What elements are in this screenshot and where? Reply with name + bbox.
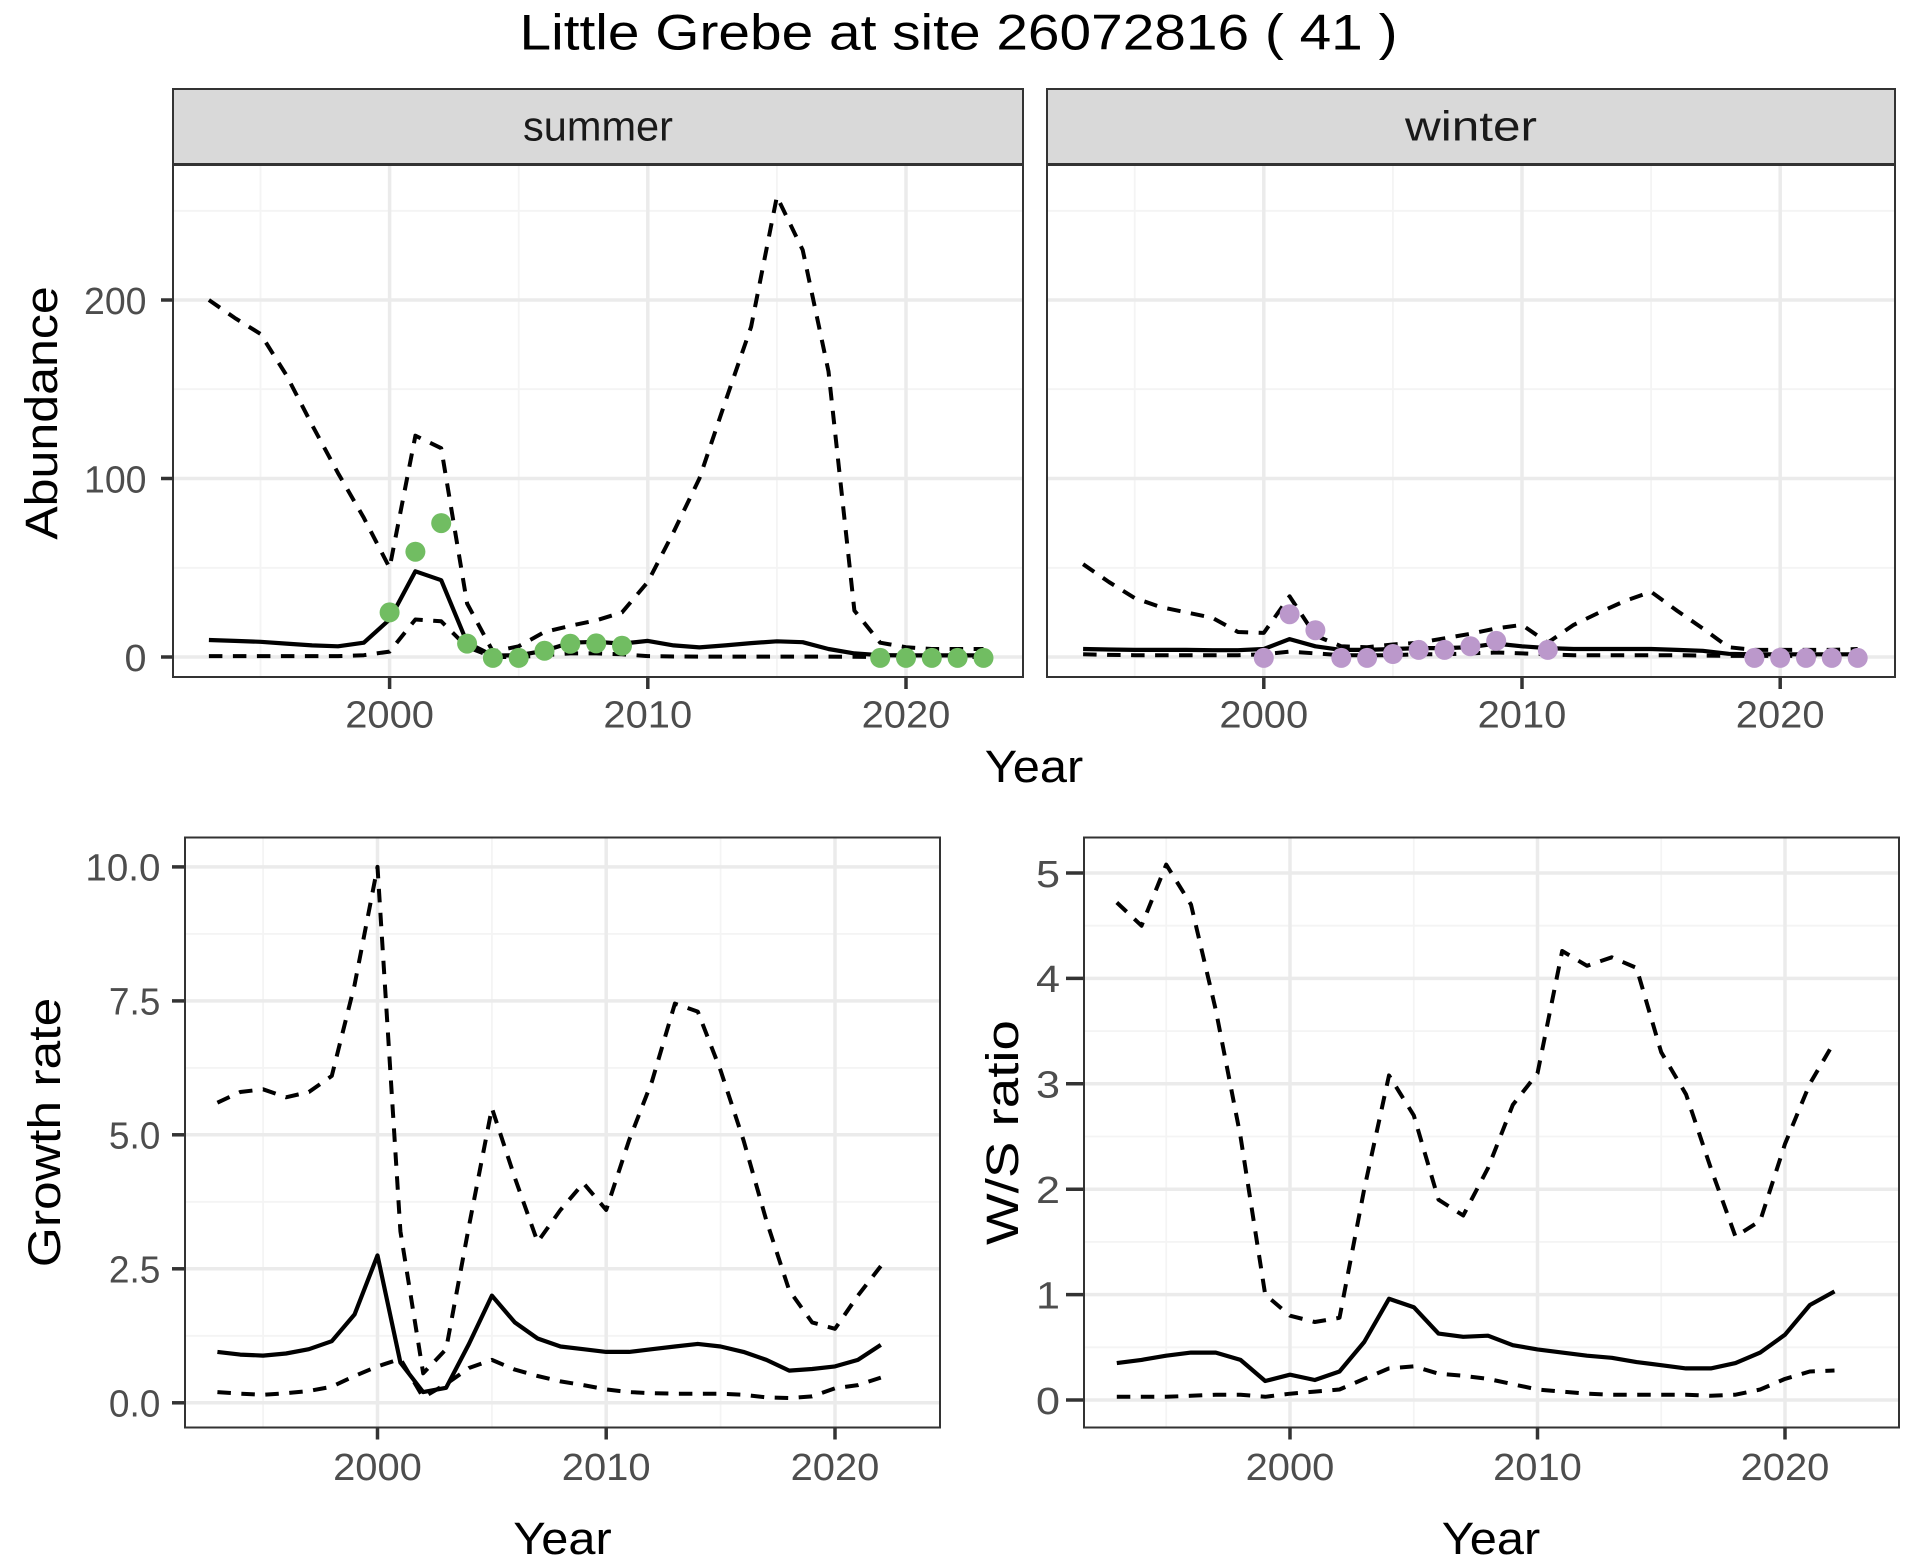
- svg-text:5.0: 5.0: [109, 1116, 161, 1158]
- svg-text:2000: 2000: [1246, 1447, 1335, 1489]
- svg-text:Year: Year: [1442, 1513, 1540, 1560]
- svg-text:2020: 2020: [1741, 1447, 1830, 1489]
- svg-text:Year: Year: [985, 741, 1083, 792]
- svg-text:Growth rate: Growth rate: [19, 998, 70, 1268]
- svg-text:2020: 2020: [791, 1447, 880, 1489]
- svg-text:2010: 2010: [1493, 1447, 1582, 1489]
- svg-text:1: 1: [1036, 1275, 1060, 1317]
- svg-text:100: 100: [84, 459, 147, 501]
- svg-text:200: 200: [84, 281, 147, 323]
- svg-text:2000: 2000: [1219, 695, 1308, 737]
- svg-text:2.5: 2.5: [109, 1250, 161, 1292]
- svg-text:4: 4: [1036, 959, 1060, 1001]
- svg-text:Abundance: Abundance: [16, 286, 67, 540]
- svg-text:W/S ratio: W/S ratio: [977, 1020, 1028, 1245]
- svg-text:2000: 2000: [345, 695, 434, 737]
- svg-text:winter: winter: [1404, 103, 1537, 150]
- svg-text:10.0: 10.0: [85, 848, 160, 890]
- svg-text:5: 5: [1036, 854, 1060, 896]
- svg-text:2010: 2010: [603, 695, 692, 737]
- svg-text:3: 3: [1036, 1065, 1060, 1107]
- svg-text:2010: 2010: [562, 1447, 651, 1489]
- svg-text:7.5: 7.5: [109, 982, 161, 1024]
- svg-text:summer: summer: [523, 103, 673, 150]
- svg-text:2020: 2020: [862, 695, 951, 737]
- svg-text:0: 0: [1036, 1381, 1060, 1423]
- svg-text:2010: 2010: [1478, 695, 1567, 737]
- svg-text:0: 0: [125, 638, 147, 680]
- svg-text:2020: 2020: [1736, 695, 1825, 737]
- svg-text:Year: Year: [513, 1513, 611, 1560]
- svg-text:2: 2: [1036, 1170, 1060, 1212]
- svg-text:0.0: 0.0: [109, 1384, 161, 1426]
- svg-text:Little Grebe at site 26072816: Little Grebe at site 26072816 ( 41 ): [520, 5, 1398, 61]
- svg-text:2000: 2000: [333, 1447, 422, 1489]
